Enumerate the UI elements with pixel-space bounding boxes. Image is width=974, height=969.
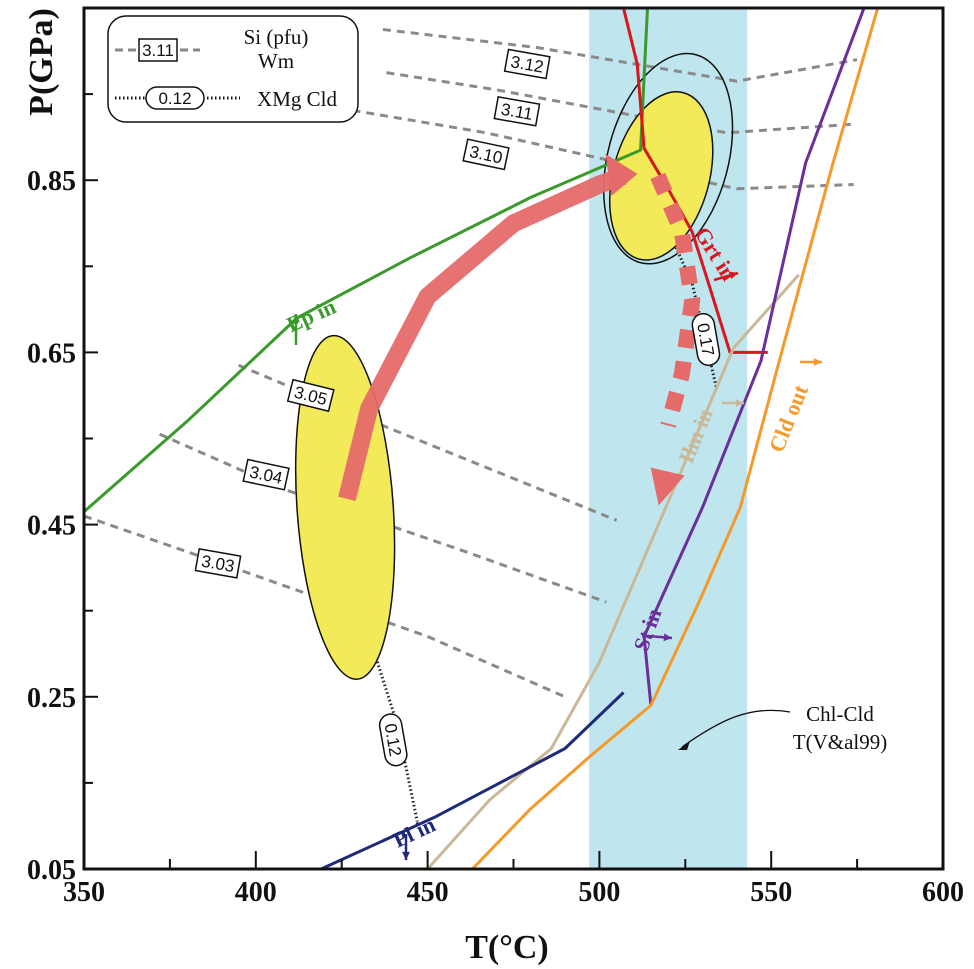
grt-in-indicator-head — [729, 271, 738, 280]
y-tick-label-0.05: 0.05 — [27, 855, 76, 886]
x-axis-title: T(°C) — [465, 929, 548, 966]
chl-cld-annotation: Chl-Cld T(V&al99) — [678, 702, 887, 754]
annotation-line-1: Chl-Cld — [806, 702, 874, 726]
reaction-line-cld-out — [471, 8, 880, 869]
legend: 3.11 Si (pfu) Wm 0.12 XMg Cld — [107, 15, 359, 123]
tick-layer: 350 400 450 500 550 600 0.05 0.25 0.45 0.65 0.85 — [27, 93, 964, 908]
si-isopleth-line-3.11 — [386, 71, 854, 135]
si-isopleth-label-group-3.03: 3.03 — [194, 547, 242, 579]
si-isopleth-label-group-3.04: 3.04 — [242, 458, 290, 491]
si-isopleth-label-group-3.05: 3.05 — [286, 378, 335, 413]
ep-in-indicator-head — [292, 314, 300, 323]
pt-path-layer — [338, 153, 701, 506]
xmg-isopleth-label-box-0.17 — [691, 312, 721, 367]
pl-in-indicator-head — [402, 851, 410, 860]
pt-ellipse-outline — [602, 52, 734, 265]
retrograde-arrowhead — [650, 467, 685, 506]
x-tick-label-500: 500 — [578, 877, 620, 908]
reaction-line-ilm-in — [426, 273, 800, 869]
y-axis-title: P(GPa) — [23, 8, 60, 116]
annotation-line-2: T(V&al99) — [793, 730, 887, 754]
y-tick-label-0.45: 0.45 — [27, 511, 76, 542]
x-tick-label-600: 600 — [922, 877, 964, 908]
x-tick-label-350: 350 — [63, 877, 105, 908]
legend-si-symbol: 3.11 — [142, 41, 174, 60]
x-tick-label-550: 550 — [750, 877, 792, 908]
st-in-indicator-head — [663, 633, 672, 642]
x-tick-label-450: 450 — [407, 877, 449, 908]
prograde-path — [338, 167, 627, 501]
si-isopleth-label-box-3.03 — [194, 547, 242, 579]
y-tick-label-0.85: 0.85 — [27, 166, 76, 197]
ilm-in-indicator-head — [735, 399, 744, 407]
retrograde-path — [650, 172, 701, 428]
reaction-line-pl-in — [320, 691, 625, 869]
plot-background — [84, 8, 943, 869]
xmg-isopleth-label-group-0.17: 0.17 — [691, 312, 721, 367]
reaction-line-layer — [84, 8, 880, 869]
annotation-pointer-head — [678, 741, 690, 750]
reaction-line-st-in — [642, 8, 866, 706]
si-isopleth-label-box-3.04 — [242, 458, 290, 491]
reaction-line-ep-in — [84, 8, 649, 513]
legend-xmg-label: XMg Cld — [257, 87, 337, 111]
legend-si-box — [138, 38, 178, 62]
si-isopleth-label-box-3.12 — [503, 48, 551, 80]
legend-xmg-symbol: 0.12 — [158, 89, 191, 108]
si-isopleth-label-group-3.12: 3.12 — [503, 48, 551, 80]
xmg-isopleth-label-box-0.12 — [378, 713, 408, 767]
prograde-arrowhead — [605, 153, 638, 196]
legend-si-label: Si (pfu) — [244, 25, 309, 49]
y-tick-label-0.65: 0.65 — [27, 338, 76, 369]
legend-wm-label: Wm — [258, 49, 294, 73]
cld-out-indicator-head — [813, 358, 822, 366]
si-isopleth-label-group-3.11: 3.11 — [493, 95, 541, 127]
x-tick-label-400: 400 — [235, 877, 277, 908]
y-tick-label-0.25: 0.25 — [27, 683, 76, 714]
si-isopleth-label-box-3.10 — [462, 138, 510, 171]
si-isopleth-line-3.10 — [255, 92, 854, 191]
xmg-isopleth-label-group-0.12: 0.12 — [378, 713, 408, 767]
si-isopleth-label-box-3.11 — [493, 95, 541, 127]
legend-xmg-box — [145, 86, 205, 110]
si-isopleth-label-box-3.05 — [286, 378, 335, 413]
annotation-pointer — [681, 709, 791, 748]
si-isopleth-label-group-3.10: 3.10 — [462, 138, 510, 171]
